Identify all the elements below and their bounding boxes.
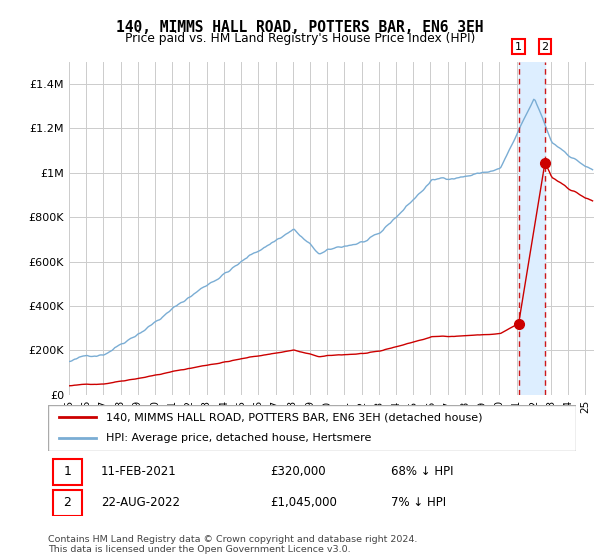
Text: 22-AUG-2022: 22-AUG-2022 xyxy=(101,496,180,509)
Text: 140, MIMMS HALL ROAD, POTTERS BAR, EN6 3EH (detached house): 140, MIMMS HALL ROAD, POTTERS BAR, EN6 3… xyxy=(106,412,482,422)
FancyBboxPatch shape xyxy=(53,459,82,485)
Text: 2: 2 xyxy=(64,496,71,509)
Text: Price paid vs. HM Land Registry's House Price Index (HPI): Price paid vs. HM Land Registry's House … xyxy=(125,32,475,45)
Text: 7% ↓ HPI: 7% ↓ HPI xyxy=(391,496,446,509)
Text: £1,045,000: £1,045,000 xyxy=(270,496,337,509)
Text: 2: 2 xyxy=(541,41,548,52)
Text: 68% ↓ HPI: 68% ↓ HPI xyxy=(391,465,454,478)
FancyBboxPatch shape xyxy=(53,490,82,516)
Text: 1: 1 xyxy=(64,465,71,478)
FancyBboxPatch shape xyxy=(48,405,576,451)
Text: £320,000: £320,000 xyxy=(270,465,325,478)
Bar xyxy=(518,62,545,395)
Text: HPI: Average price, detached house, Hertsmere: HPI: Average price, detached house, Hert… xyxy=(106,433,371,444)
Text: 11-FEB-2021: 11-FEB-2021 xyxy=(101,465,176,478)
Text: 140, MIMMS HALL ROAD, POTTERS BAR, EN6 3EH: 140, MIMMS HALL ROAD, POTTERS BAR, EN6 3… xyxy=(116,20,484,35)
Text: 1: 1 xyxy=(515,41,522,52)
Text: Contains HM Land Registry data © Crown copyright and database right 2024.
This d: Contains HM Land Registry data © Crown c… xyxy=(48,535,418,554)
